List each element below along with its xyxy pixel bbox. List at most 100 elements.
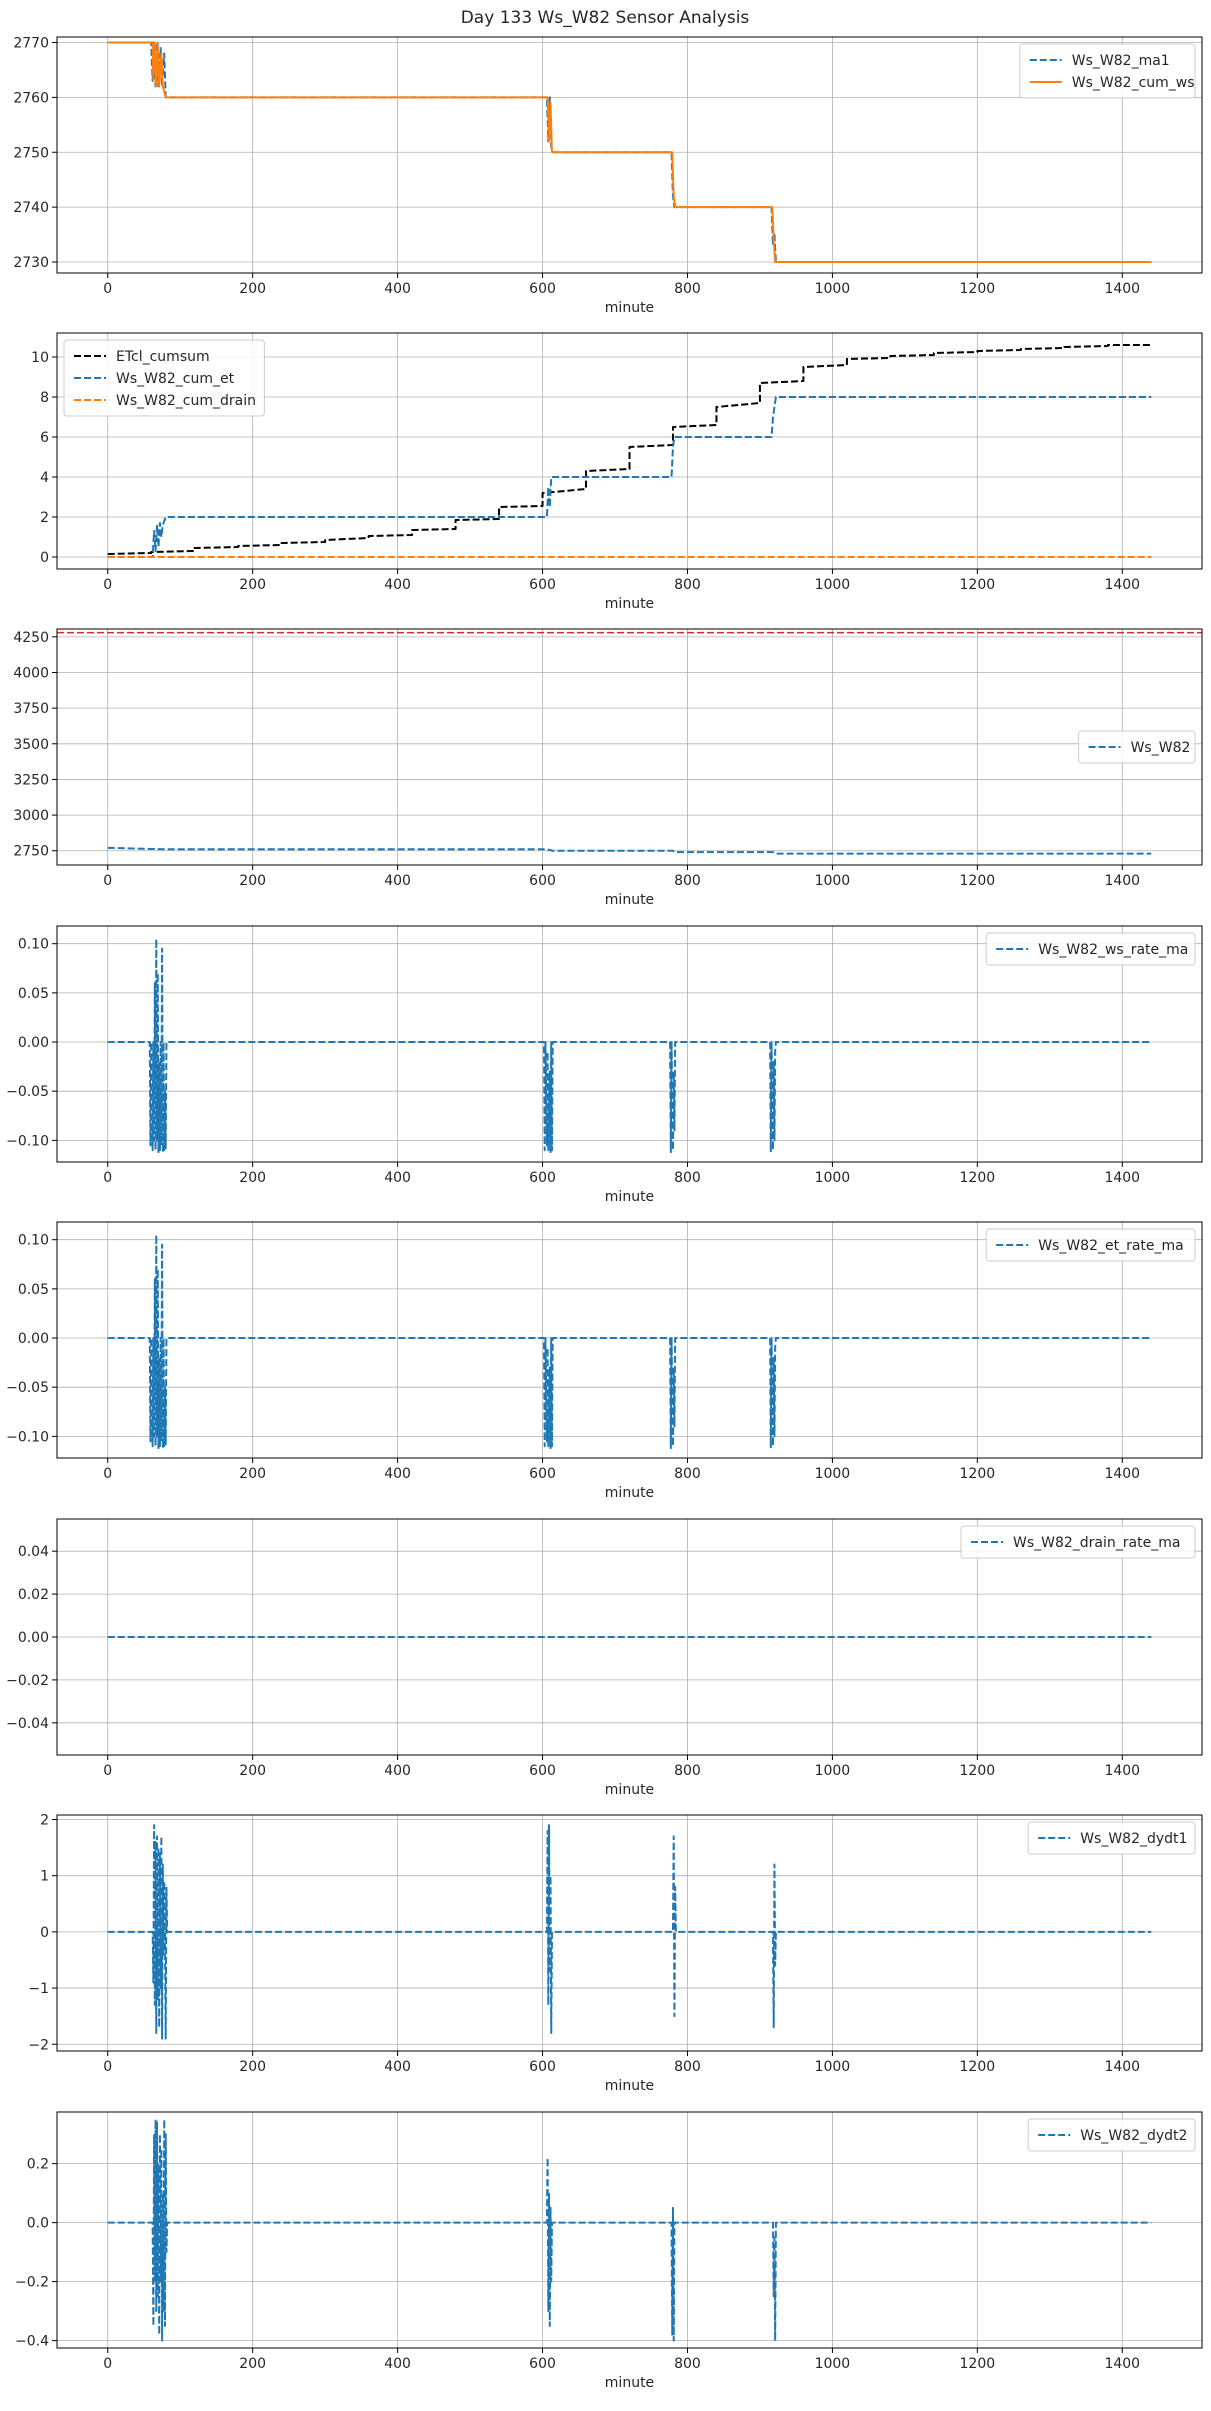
axes-frame xyxy=(56,332,1203,570)
y-tick-label: −0.05 xyxy=(6,1380,49,1396)
y-tick-label: −0.10 xyxy=(6,1133,49,1149)
x-tick-label: 1400 xyxy=(1104,873,1140,889)
y-tick-label: −0.10 xyxy=(6,1429,49,1445)
x-tick-label: 1000 xyxy=(815,2356,851,2372)
legend-label: Ws_W82_cum_drain xyxy=(116,393,256,409)
data-layer xyxy=(107,1824,1152,2040)
y-tick-label: 0.04 xyxy=(18,1544,49,1560)
y-tick-label: −0.4 xyxy=(15,2334,49,2350)
y-tick-label: 2760 xyxy=(13,90,49,106)
series-line-ws-w82-cum-ws xyxy=(107,41,1152,264)
legend-label: Ws_W82_drain_rate_ma xyxy=(1013,1535,1180,1551)
legend: Ws_W82_drain_rate_ma xyxy=(960,1525,1196,1559)
y-tick-label: 0 xyxy=(40,1925,49,1941)
x-tick-label: 800 xyxy=(674,1466,701,1482)
x-axis-label: minute xyxy=(605,596,654,612)
series-line-ws-w82-cum-et xyxy=(107,396,1152,558)
x-tick-label: 1400 xyxy=(1104,2356,1140,2372)
legend-box xyxy=(985,932,1196,966)
x-tick-label: 1000 xyxy=(815,281,851,297)
x-tick-label: 1400 xyxy=(1104,2059,1140,2075)
x-tick-label: 0 xyxy=(103,577,112,593)
x-tick-label: 400 xyxy=(384,1170,411,1186)
subplot-1: 0 200 400 600 800 1000 1200 1400 2730 2740 2750 276… xyxy=(13,35,1203,316)
legend-label: Ws_W82_cum_ws xyxy=(1072,75,1195,91)
subplot-3: 0 200 400 600 800 1000 1200 1400 2750 3000 3250 350… xyxy=(13,628,1203,908)
figure-title: Day 133 Ws_W82 Sensor Analysis xyxy=(461,8,750,28)
x-tick-label: 0 xyxy=(103,2356,112,2372)
series-line-ws-w82 xyxy=(107,846,1152,855)
x-tick-label: 0 xyxy=(103,2059,112,2075)
legend-label: Ws_W82 xyxy=(1131,740,1191,756)
y-tick-label: 2740 xyxy=(13,200,49,216)
x-tick-label: 0 xyxy=(103,1170,112,1186)
x-tick-label: 1200 xyxy=(960,1170,996,1186)
y-tick-label: 0.10 xyxy=(18,937,49,953)
x-tick-label: 400 xyxy=(384,281,411,297)
subplots-container: 0 200 400 600 800 1000 1200 1400273027402750276… xyxy=(6,35,1203,2391)
data-layer xyxy=(107,41,1152,264)
x-tick-label: 600 xyxy=(529,2059,556,2075)
y-tick-label: 0.05 xyxy=(18,1282,49,1298)
y-tick-label: 3750 xyxy=(13,701,49,717)
x-tick-label: 1000 xyxy=(815,577,851,593)
y-tick-label: 2 xyxy=(40,1812,49,1828)
x-tick-label: 0 xyxy=(103,1763,112,1779)
x-axis-label: minute xyxy=(605,1189,654,1205)
y-tick-label: 2770 xyxy=(13,35,49,51)
x-tick-label: 1400 xyxy=(1104,1763,1140,1779)
series-line-ws-w82-dydt1 xyxy=(107,1824,1152,2040)
x-tick-label: 1400 xyxy=(1104,1170,1140,1186)
x-tick-label: 1000 xyxy=(815,1170,851,1186)
x-tick-label: 1400 xyxy=(1104,577,1140,593)
x-tick-label: 600 xyxy=(529,2356,556,2372)
axes-frame xyxy=(56,36,1203,274)
legend: Ws_W82_dydt1 xyxy=(1027,1821,1196,1855)
x-tick-label: 600 xyxy=(529,1170,556,1186)
x-tick-label: 600 xyxy=(529,873,556,889)
x-tick-label: 1200 xyxy=(960,1763,996,1779)
axes-frame xyxy=(56,1221,1203,1459)
data-layer xyxy=(57,631,1202,855)
legend-box xyxy=(1019,43,1196,99)
axes-frame xyxy=(56,925,1203,1163)
legend: Ws_W82 xyxy=(1078,730,1196,764)
x-tick-label: 1200 xyxy=(960,281,996,297)
legend: Ws_W82_ma1 Ws_W82_cum_ws xyxy=(1019,43,1196,99)
y-tick-label: 0.10 xyxy=(18,1233,49,1249)
legend-box xyxy=(1027,2118,1196,2152)
legend-box xyxy=(63,339,265,417)
x-tick-label: 200 xyxy=(239,2059,266,2075)
series-line-ws-w82-dydt2 xyxy=(107,2118,1152,2342)
x-tick-label: 1000 xyxy=(815,1763,851,1779)
legend-label: Ws_W82_dydt2 xyxy=(1080,2128,1187,2144)
x-tick-label: 200 xyxy=(239,873,266,889)
x-tick-label: 400 xyxy=(384,1466,411,1482)
legend: ETcl_cumsum Ws_W82_cum_et Ws_W82_cum_drain xyxy=(63,339,265,417)
x-tick-label: 800 xyxy=(674,281,701,297)
legend-label: Ws_W82_cum_et xyxy=(116,371,235,387)
y-tick-label: 0.2 xyxy=(27,2157,49,2173)
y-tick-label: 1 xyxy=(40,1869,49,1885)
y-tick-label: 3250 xyxy=(13,772,49,788)
y-tick-label: 0.05 xyxy=(18,986,49,1002)
data-layer xyxy=(107,2118,1152,2342)
y-tick-label: −1 xyxy=(28,1981,49,1997)
data-layer xyxy=(107,937,1152,1154)
y-tick-label: 4 xyxy=(40,470,49,486)
x-tick-label: 1200 xyxy=(960,2059,996,2075)
legend: Ws_W82_ws_rate_ma xyxy=(985,932,1196,966)
x-tick-label: 1000 xyxy=(815,1466,851,1482)
x-tick-label: 1200 xyxy=(960,577,996,593)
y-tick-label: 10 xyxy=(31,350,49,366)
x-tick-label: 1400 xyxy=(1104,281,1140,297)
x-tick-label: 400 xyxy=(384,2356,411,2372)
subplot-8: 0 200 400 600 800 1000 1200 1400 −0.4 −0.2 0.0 0.2 m… xyxy=(15,2111,1203,2391)
y-tick-label: 4000 xyxy=(13,665,49,681)
x-axis-label: minute xyxy=(605,892,654,908)
x-axis-label: minute xyxy=(605,300,654,316)
y-tick-label: −2 xyxy=(28,2037,49,2053)
y-tick-label: −0.02 xyxy=(6,1673,49,1689)
y-tick-label: 8 xyxy=(40,390,49,406)
